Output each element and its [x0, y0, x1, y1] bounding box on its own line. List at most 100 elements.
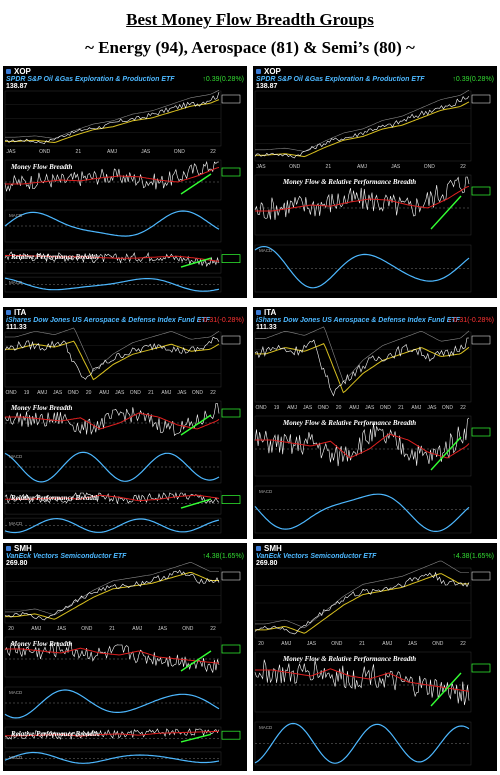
trend-arrow: [430, 195, 462, 230]
macd-line: [4, 210, 220, 237]
last-price: 138.87: [256, 83, 278, 90]
breadth-value-tag: [221, 644, 241, 654]
macd-line: [4, 751, 220, 764]
chart-svg: OND 19 AMJ JAS OND 20 AMJ JAS OND 21 AMJ JAS OND 22 Mo…: [254, 326, 491, 534]
moving-average: [5, 99, 220, 144]
x-tick-label: OND: [68, 390, 80, 396]
breadth-line: [254, 417, 470, 467]
x-tick-label: JAS: [408, 641, 418, 647]
breadth-moving-average: [5, 255, 220, 262]
breadth-line: [4, 641, 220, 674]
panel-header: XOP SPDR S&P Oil &Gas Exploration & Produ…: [256, 67, 494, 90]
breadth-moving-average: [255, 668, 470, 692]
fund-name: SPDR S&P Oil &Gas Exploration & Producti…: [256, 76, 425, 83]
x-tick-label: JAS: [303, 405, 313, 411]
x-tick-label: OND: [182, 626, 194, 632]
symbol: SMH: [6, 544, 244, 553]
x-tick-label: 20: [86, 390, 92, 396]
breadth-label: Relative Performance Breadth: [10, 253, 99, 261]
x-tick-label: AMJ: [31, 626, 42, 632]
symbol: XOP: [6, 67, 244, 76]
x-tick-label: JAS: [307, 641, 317, 647]
price-tag: [221, 94, 241, 104]
x-tick-label: AMJ: [161, 390, 172, 396]
moving-average: [5, 340, 220, 381]
last-price: 269.80: [6, 560, 28, 567]
breadth-pane: [4, 249, 222, 274]
x-tick-label: 22: [460, 641, 466, 647]
x-tick-label: OND: [255, 405, 267, 411]
breadth-value-tag: [471, 663, 491, 673]
price-line: [254, 95, 470, 159]
x-tick-label: 20: [258, 641, 264, 647]
moving-average: [255, 343, 470, 394]
page-header: Best Money Flow Breadth Groups ~ Energy …: [0, 0, 500, 62]
macd-line: [4, 277, 220, 292]
macd-legend: MACD: [9, 690, 23, 695]
trend-arrow: [180, 257, 212, 268]
macd-line: [4, 517, 220, 534]
breadth-moving-average: [5, 730, 220, 737]
x-tick-label: 21: [326, 164, 332, 170]
price-line: [4, 569, 220, 621]
breadth-pane: [4, 400, 222, 442]
macd-line: [254, 722, 470, 764]
x-tick-label: 19: [24, 390, 30, 396]
price-tag: [221, 335, 241, 345]
chart-panel-ita-left: ITA iShares Dow Jones US Aerospace & Defe…: [3, 307, 247, 539]
x-tick-label: JAS: [57, 626, 67, 632]
x-tick-label: AMJ: [357, 164, 368, 170]
breadth-label: Money Flow & Relative Performance Breadt…: [282, 655, 416, 663]
macd-line: [4, 689, 220, 719]
symbol: SMH: [256, 544, 494, 553]
x-tick-label: 19: [274, 405, 280, 411]
x-tick-label: AMJ: [411, 405, 422, 411]
last-price: 269.80: [256, 560, 278, 567]
breadth-label: Money Flow & Relative Performance Breadt…: [282, 419, 416, 427]
chart-svg: OND 19 AMJ JAS OND 20 AMJ JAS OND 21 AMJ JAS OND 22 Mo…: [4, 327, 241, 534]
moving-average: [255, 101, 470, 158]
price-change: ↑4.38(1.65%): [452, 553, 494, 560]
x-tick-label: JAS: [365, 405, 375, 411]
panel-header: ITA iShares Dow Jones US Aerospace & Defe…: [256, 308, 494, 331]
chart-svg: JAS OND 21 AMJ JAS OND 22 Money Flow Breadth MAC…: [4, 90, 241, 293]
symbol-icon: [6, 69, 11, 74]
breadth-pane: [254, 651, 472, 713]
macd-legend: MACD: [9, 521, 23, 526]
x-tick-label: OND: [380, 405, 392, 411]
breadth-moving-average: [5, 412, 220, 430]
breadth-pane: [4, 490, 222, 515]
x-tick-label: AMJ: [287, 405, 298, 411]
panel-header: SMH VanEck Vectors Semiconductor ETF ↑4.38…: [256, 544, 494, 567]
x-tick-label: 22: [210, 626, 216, 632]
breadth-moving-average: [5, 494, 220, 502]
x-tick-label: OND: [81, 626, 93, 632]
breadth-pane: [4, 726, 222, 749]
macd-legend: MACD: [9, 280, 23, 285]
x-tick-label: OND: [5, 390, 17, 396]
last-price: 111.33: [256, 324, 277, 331]
breadth-label: Money Flow & Relative Performance Breadt…: [282, 178, 416, 186]
x-tick-label: AMJ: [132, 626, 143, 632]
price-line: [4, 92, 220, 145]
last-price: 111.33: [6, 324, 27, 331]
price-line: [254, 337, 469, 397]
symbol-text: XOP: [264, 67, 281, 76]
x-tick-label: JAS: [391, 164, 401, 170]
x-tick-label: JAS: [158, 626, 168, 632]
chart-panel-ita-right: ITA iShares Dow Jones US Aerospace & Defe…: [253, 307, 497, 539]
x-tick-label: JAS: [6, 149, 16, 155]
symbol-text: ITA: [264, 308, 277, 317]
price-change: ↑4.38(1.65%): [202, 553, 244, 560]
trend-arrow: [180, 650, 212, 672]
symbol-text: SMH: [264, 544, 282, 553]
panel-header: ITA iShares Dow Jones US Aerospace & Defe…: [6, 308, 244, 331]
x-tick-label: 22: [460, 405, 466, 411]
x-tick-label: JAS: [427, 405, 437, 411]
price-change: ↓-0.31(-0.28%): [447, 317, 494, 324]
chart-svg: 20 AMJ JAS OND 21 AMJ JAS OND 22 Money Flow & Rel…: [254, 560, 491, 766]
x-tick-label: JAS: [53, 390, 63, 396]
breadth-moving-average: [255, 185, 470, 212]
price-line: [254, 571, 470, 635]
breadth-value-tag: [221, 167, 241, 177]
